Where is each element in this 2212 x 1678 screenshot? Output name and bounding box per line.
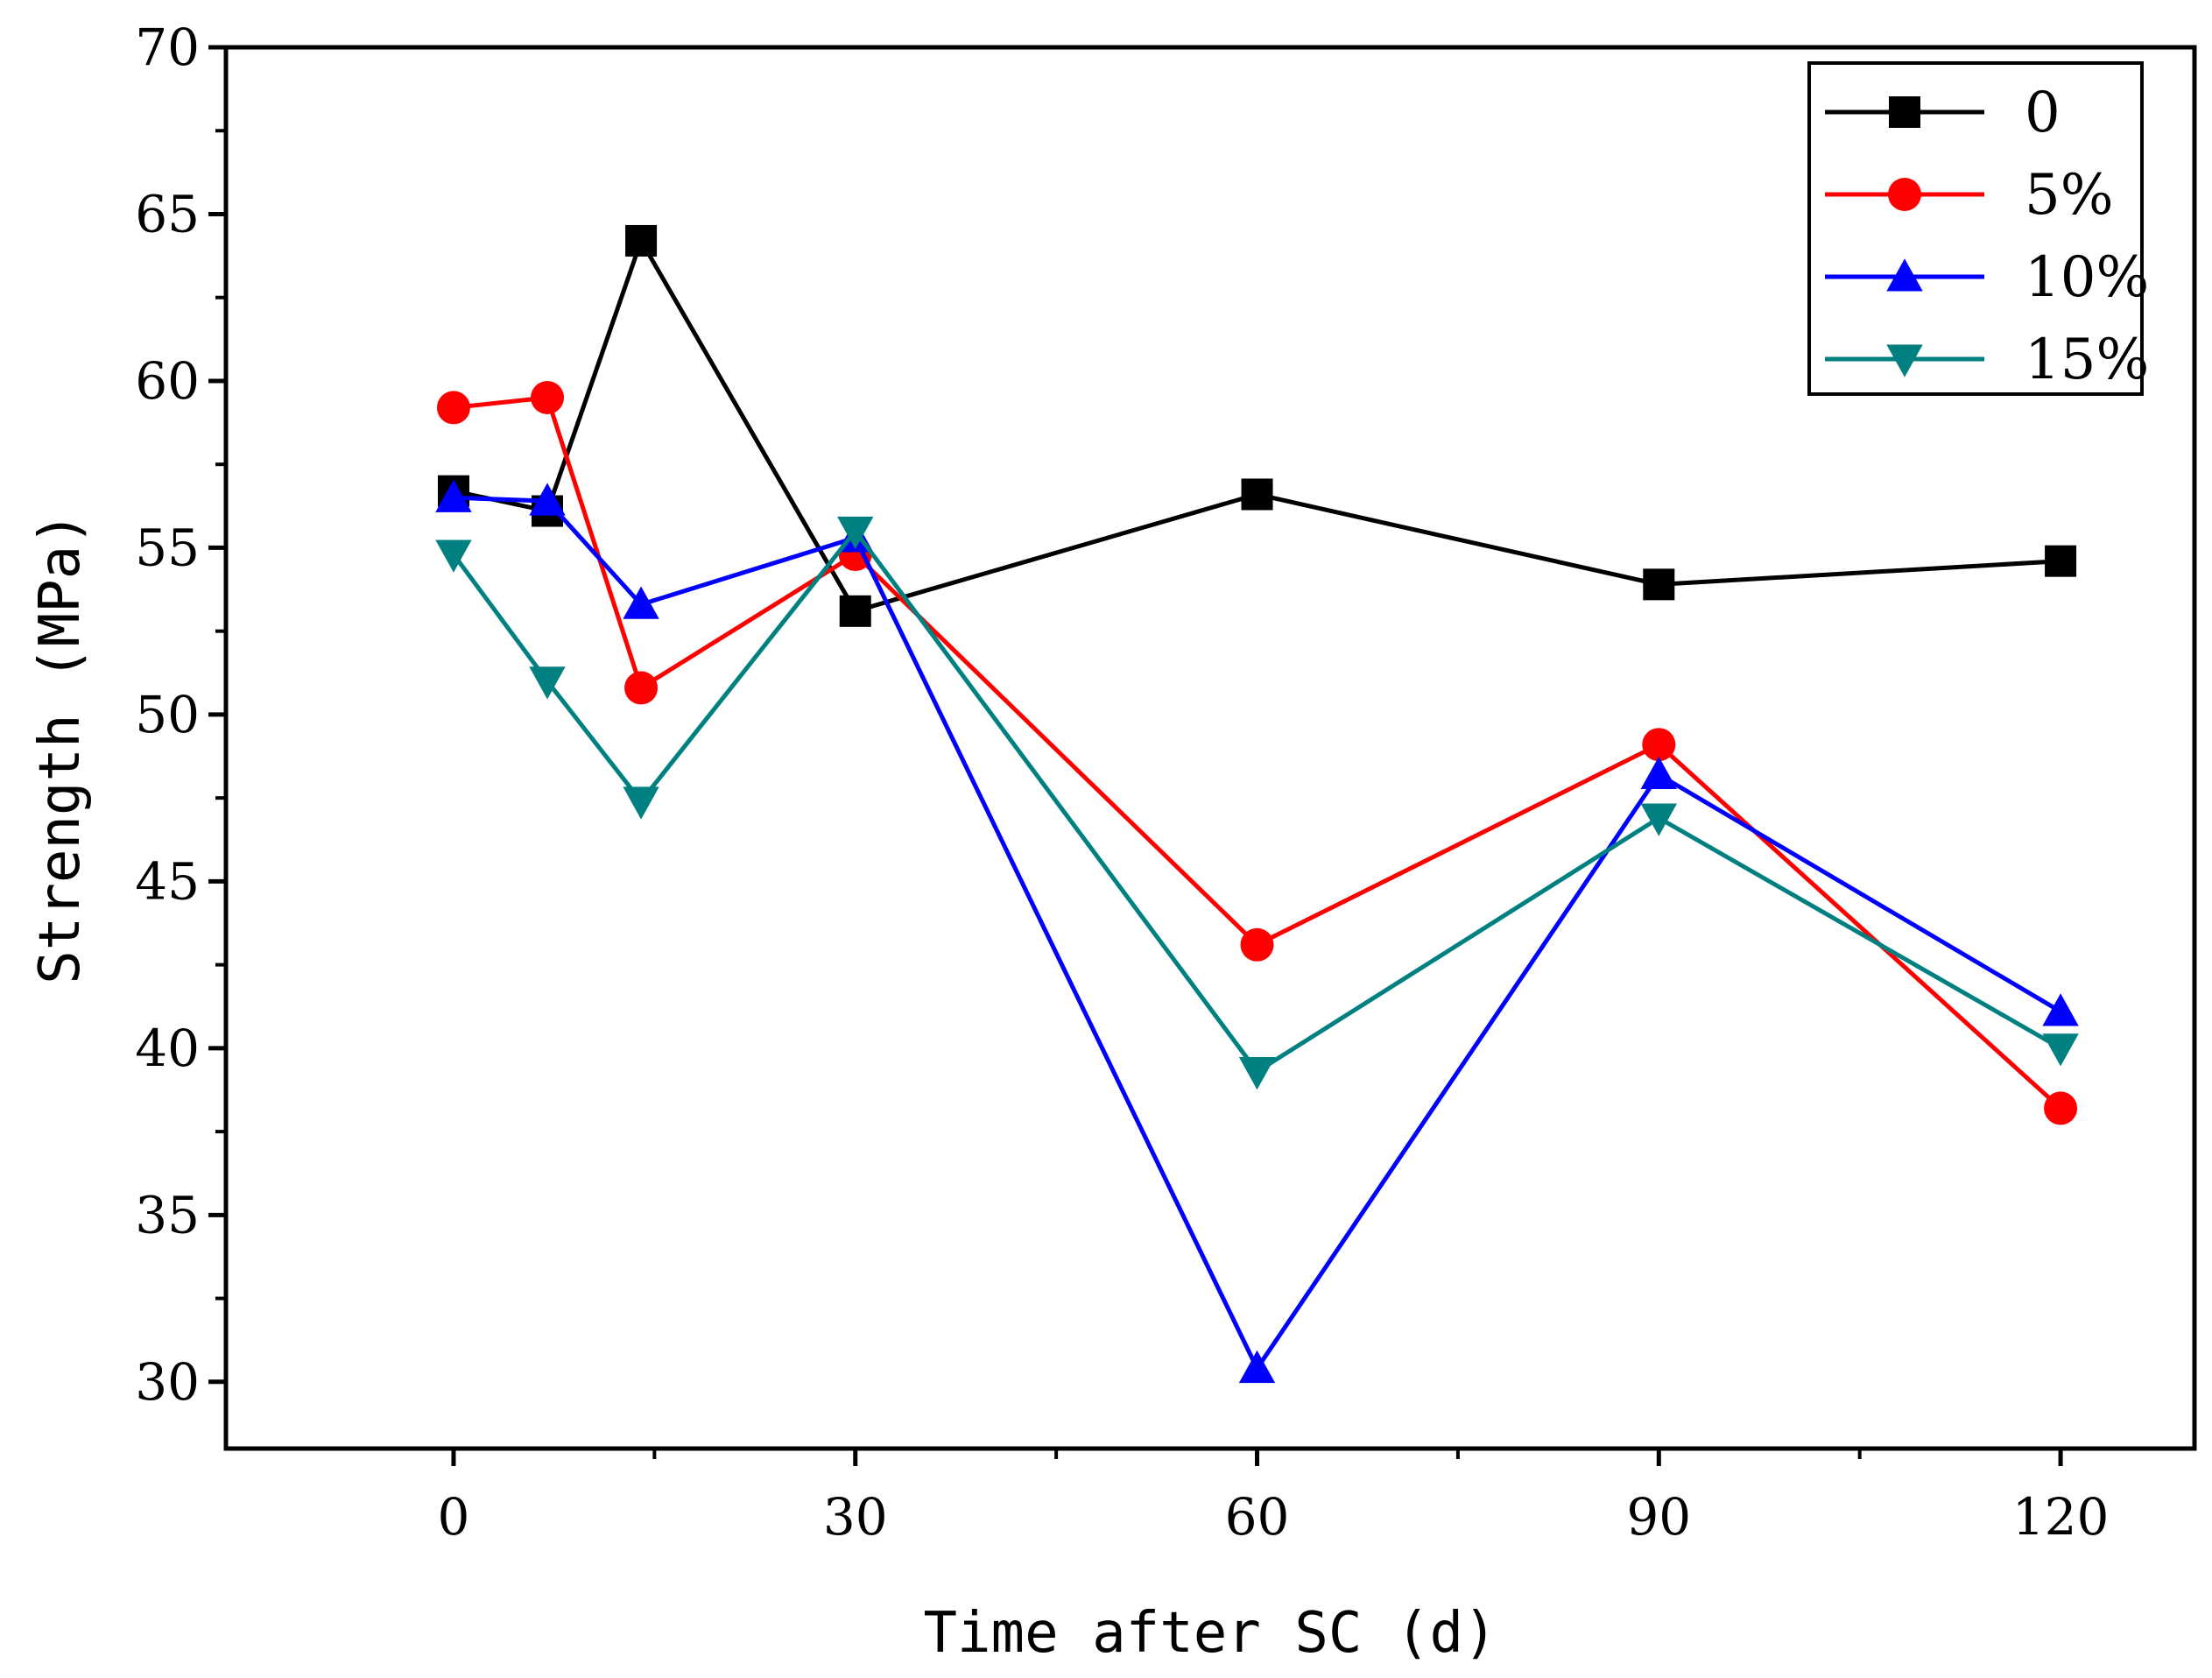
data-point <box>1640 803 1677 836</box>
x-tick-label: 0 <box>438 1487 470 1547</box>
data-point <box>1240 927 1274 962</box>
data-point <box>435 479 472 512</box>
legend-label: 5% <box>2025 163 2114 228</box>
data-point <box>2042 993 2079 1026</box>
data-point <box>2044 1091 2078 1125</box>
data-point <box>436 391 470 425</box>
legend-box <box>1807 61 2144 396</box>
data-point <box>623 586 659 619</box>
data-point <box>531 381 565 414</box>
data-point <box>623 786 659 820</box>
data-point <box>2045 545 2077 577</box>
data-point <box>625 224 658 257</box>
data-point <box>624 671 659 705</box>
legend-label: 10% <box>2025 245 2149 310</box>
legend-marker <box>1888 178 1921 211</box>
series-line <box>451 527 2062 1075</box>
data-point <box>2042 1033 2079 1067</box>
axis-ticks: 30 35 40 45 50 55 60 65 70 0 30 60 90 120 <box>135 18 2109 1547</box>
legend-marker <box>1886 344 1923 377</box>
x-tick-label: 90 <box>1626 1487 1691 1547</box>
data-point <box>1238 1350 1276 1384</box>
series-layer <box>435 224 2079 1384</box>
data-point <box>529 666 566 700</box>
y-tick-label: 55 <box>135 518 200 577</box>
data-point <box>1238 1056 1276 1090</box>
x-tick-label: 120 <box>2012 1487 2110 1547</box>
legend-marker <box>1886 258 1923 292</box>
plot-area-frame <box>223 45 2197 1451</box>
legend-item-3: 15% <box>1825 328 2149 392</box>
y-tick-label: 70 <box>135 18 200 77</box>
y-tick-label: 45 <box>135 851 200 911</box>
data-point <box>1642 728 1676 762</box>
y-tick-label: 50 <box>135 685 200 744</box>
data-point <box>435 539 472 573</box>
y-axis-title: Strength (MPa) <box>28 511 93 984</box>
legend-item-2: 10% <box>1825 245 2149 310</box>
y-tick-label: 65 <box>135 184 200 243</box>
legend: 0 5% 10% 15% <box>1807 61 2149 396</box>
y-tick-label: 35 <box>135 1185 200 1244</box>
series-3 <box>435 516 2079 1090</box>
data-point <box>1640 756 1677 790</box>
legend-label: 15% <box>2025 328 2149 392</box>
y-tick-label: 30 <box>135 1352 200 1412</box>
y-tick-label: 60 <box>135 351 200 411</box>
x-tick-label: 30 <box>823 1487 888 1547</box>
data-point <box>1643 568 1675 601</box>
x-axis-title: Time after SC (d) <box>923 1601 1497 1666</box>
data-point <box>1241 478 1273 511</box>
legend-marker <box>1889 96 1920 128</box>
legend-item-0: 0 <box>1825 81 2061 145</box>
data-point <box>529 483 566 516</box>
data-point <box>839 595 871 627</box>
legend-label: 0 <box>2025 81 2061 145</box>
x-tick-label: 60 <box>1225 1487 1290 1547</box>
y-tick-label: 40 <box>135 1019 200 1078</box>
legend-item-1: 5% <box>1825 163 2114 228</box>
data-point <box>837 516 874 550</box>
